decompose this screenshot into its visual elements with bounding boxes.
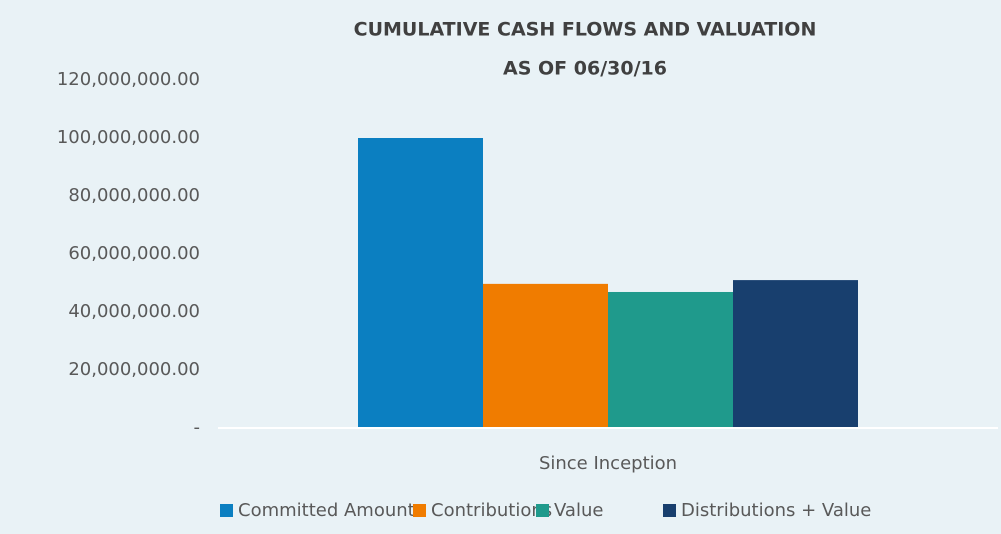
- y-tick-label: 100,000,000.00: [57, 127, 200, 148]
- legend-swatch: [663, 504, 676, 517]
- bar: [733, 280, 858, 428]
- y-tick-label: -: [194, 417, 201, 438]
- y-tick-label: 80,000,000.00: [68, 185, 200, 206]
- legend-label: Contributions: [431, 500, 552, 521]
- y-tick-label: 20,000,000.00: [68, 359, 200, 380]
- legend-swatch: [536, 504, 549, 517]
- bar: [358, 138, 483, 428]
- x-tick-label: Since Inception: [539, 453, 677, 474]
- legend-swatch: [413, 504, 426, 517]
- legend-label: Value: [554, 500, 603, 521]
- legend-swatch: [220, 504, 233, 517]
- chart-title: AS OF 06/30/16: [503, 58, 667, 80]
- y-tick-label: 120,000,000.00: [57, 69, 200, 90]
- legend-label: Committed Amount: [238, 500, 415, 521]
- bar: [483, 283, 608, 428]
- y-tick-label: 40,000,000.00: [68, 301, 200, 322]
- legend-label: Distributions + Value: [681, 500, 871, 521]
- y-tick-label: 60,000,000.00: [68, 243, 200, 264]
- bar: [608, 291, 733, 428]
- chart-title: CUMULATIVE CASH FLOWS AND VALUATION: [354, 19, 817, 41]
